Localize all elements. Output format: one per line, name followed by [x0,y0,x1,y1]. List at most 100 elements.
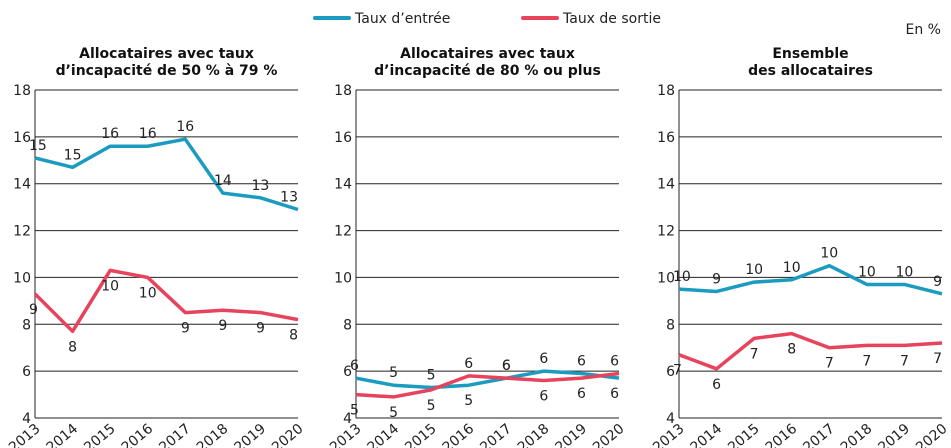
y-tick-label: 8 [343,317,352,333]
data-label: 14 [214,173,232,189]
y-tick-label: 14 [334,177,352,193]
x-tick-label: 2015 [81,421,119,448]
y-tick-label: 4 [22,411,31,427]
y-tick-label: 14 [13,177,31,193]
data-label: 6 [577,353,586,369]
x-tick-label: 2016 [119,421,157,448]
x-tick-label: 2019 [875,421,913,448]
data-label: 6 [502,358,511,374]
data-label: 7 [673,363,682,379]
y-tick-label: 4 [666,411,675,427]
data-label: 6 [539,389,548,405]
x-tick-label: 2016 [440,421,478,448]
y-tick-label: 18 [657,83,675,99]
data-label: 15 [64,147,82,163]
data-label: 7 [900,353,909,369]
data-label: 10 [745,262,763,278]
x-tick-label: 2015 [402,421,440,448]
x-tick-label: 2020 [913,421,951,448]
chart-title: Allocataires avec taux d’incapacité de 8… [374,46,601,79]
y-tick-label: 10 [657,270,675,286]
y-tick-label: 6 [666,364,675,380]
data-label: 10 [820,246,838,262]
data-label: 16 [139,126,157,142]
y-tick-label: 18 [13,83,31,99]
y-tick-label: 12 [334,224,352,240]
x-tick-label: 2014 [365,421,403,448]
y-tick-label: 8 [666,317,675,333]
data-label: 10 [139,285,157,301]
x-tick-label: 2015 [725,421,763,448]
data-label: 9 [712,271,721,287]
x-tick-label: 2016 [763,421,801,448]
data-label: 13 [252,178,270,194]
data-label: 6 [712,377,721,393]
data-label: 9 [933,274,942,290]
series-line [33,268,299,334]
data-label: 6 [539,351,548,367]
x-tick-label: 2018 [515,421,553,448]
data-label: 6 [610,353,619,369]
x-tick-label: 2014 [688,421,726,448]
data-label: 6 [610,386,619,402]
y-tick-label: 12 [13,224,31,240]
y-tick-label: 14 [657,177,675,193]
data-label: 7 [933,351,942,367]
data-label: 8 [787,342,796,358]
x-tick-label: 2018 [194,421,232,448]
x-tick-label: 2017 [156,421,194,448]
data-label: 7 [825,356,834,372]
data-label: 10 [101,278,119,294]
series-line [355,371,620,399]
data-label: 5 [464,393,473,409]
y-tick-label: 4 [343,411,352,427]
data-label: 9 [218,318,227,334]
y-tick-label: 10 [13,270,31,286]
data-label: 10 [858,264,876,280]
x-tick-label: 2020 [590,421,628,448]
data-label: 6 [502,358,511,374]
data-label: 16 [101,126,119,142]
series-line [34,137,299,212]
data-label: 16 [176,119,194,135]
unit-note: En % [905,22,941,38]
data-label: 5 [350,403,359,419]
data-label: 5 [389,365,398,381]
y-tick-label: 16 [657,130,675,146]
data-label: 10 [673,269,691,285]
y-tick-label: 10 [334,270,352,286]
data-label: 5 [427,398,436,414]
legend-label: Taux d’entrée [354,11,450,27]
data-label: 5 [389,405,398,421]
chart-title: Ensemble des allocataires [748,46,873,79]
data-label: 9 [29,302,38,318]
data-label: 9 [256,321,265,337]
chart-title: Allocataires avec taux d’incapacité de 5… [55,46,278,79]
data-label: 7 [862,353,871,369]
y-tick-label: 6 [22,364,31,380]
y-tick-label: 6 [343,364,352,380]
data-label: 8 [289,328,298,344]
y-tick-label: 12 [657,224,675,240]
y-tick-label: 16 [13,130,31,146]
data-label: 6 [350,358,359,374]
x-tick-label: 2019 [231,421,269,448]
series-line [678,263,943,296]
x-tick-label: 2017 [800,421,838,448]
data-label: 6 [577,386,586,402]
data-label: 15 [29,138,47,154]
data-label: 8 [68,339,77,355]
y-tick-label: 18 [334,83,352,99]
series-line [678,331,943,371]
data-label: 7 [750,346,759,362]
data-label: 5 [427,368,436,384]
data-label: 13 [280,189,298,205]
y-tick-label: 16 [334,130,352,146]
x-tick-label: 2019 [552,421,590,448]
data-label: 10 [783,260,801,276]
series-line [355,369,620,390]
x-tick-label: 2017 [477,421,515,448]
legend-label: Taux de sortie [562,11,661,27]
